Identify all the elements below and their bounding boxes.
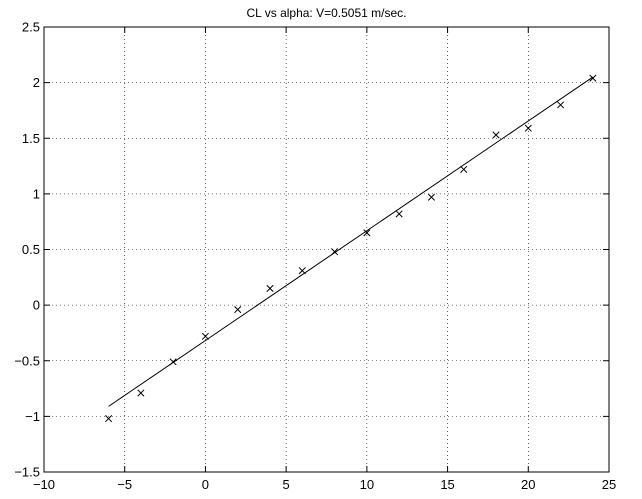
y-tick-label: 2.5 [22,20,40,35]
data-point-x-marker [395,210,403,218]
y-tick-label: 1 [33,186,40,201]
fit-line-layer [108,76,594,407]
data-point-x-marker [363,229,371,237]
data-point-x-marker [331,248,339,256]
y-tick-label: −1.5 [14,465,40,480]
x-tick-label: 15 [440,477,454,492]
data-point-x-marker [427,193,435,201]
data-point-x-marker [201,332,209,340]
data-point-x-marker [266,284,274,292]
y-tick-label: 1.5 [22,131,40,146]
y-tick-label: −0.5 [14,353,40,368]
data-point-x-marker [169,358,177,366]
x-tick-label: 20 [521,477,535,492]
x-tick-label: 5 [283,477,290,492]
y-tick-label: 0 [33,298,40,313]
data-point-x-marker [557,101,565,109]
chart-title: CL vs alpha: V=0.5051 m/sec. [247,6,407,20]
data-point-x-marker [589,74,597,82]
x-tick-label: 25 [602,477,616,492]
grid-lines [44,27,609,472]
data-points [105,74,597,423]
data-point-x-marker [298,267,306,275]
fit-line [108,76,594,407]
data-point-x-marker [460,165,468,173]
x-tick-label: −5 [117,477,132,492]
x-tick-label: −10 [33,477,55,492]
x-tick-label: 0 [202,477,209,492]
y-tick-label: 0.5 [22,242,40,257]
y-tick-label: 2 [33,75,40,90]
y-tick-labels: −1.5 −1 −0.5 0 0.5 1 1.5 2 2.5 [14,20,40,480]
data-point-x-marker [492,131,500,139]
data-point-x-marker [105,415,113,423]
y-tick-label: −1 [25,409,40,424]
x-tick-labels: −10 −5 0 5 10 15 20 25 [33,477,616,492]
data-point-x-marker [137,389,145,397]
data-point-x-marker [524,124,532,132]
data-point-x-marker [234,306,242,314]
x-tick-label: 10 [360,477,374,492]
axis-ticks [43,26,610,473]
